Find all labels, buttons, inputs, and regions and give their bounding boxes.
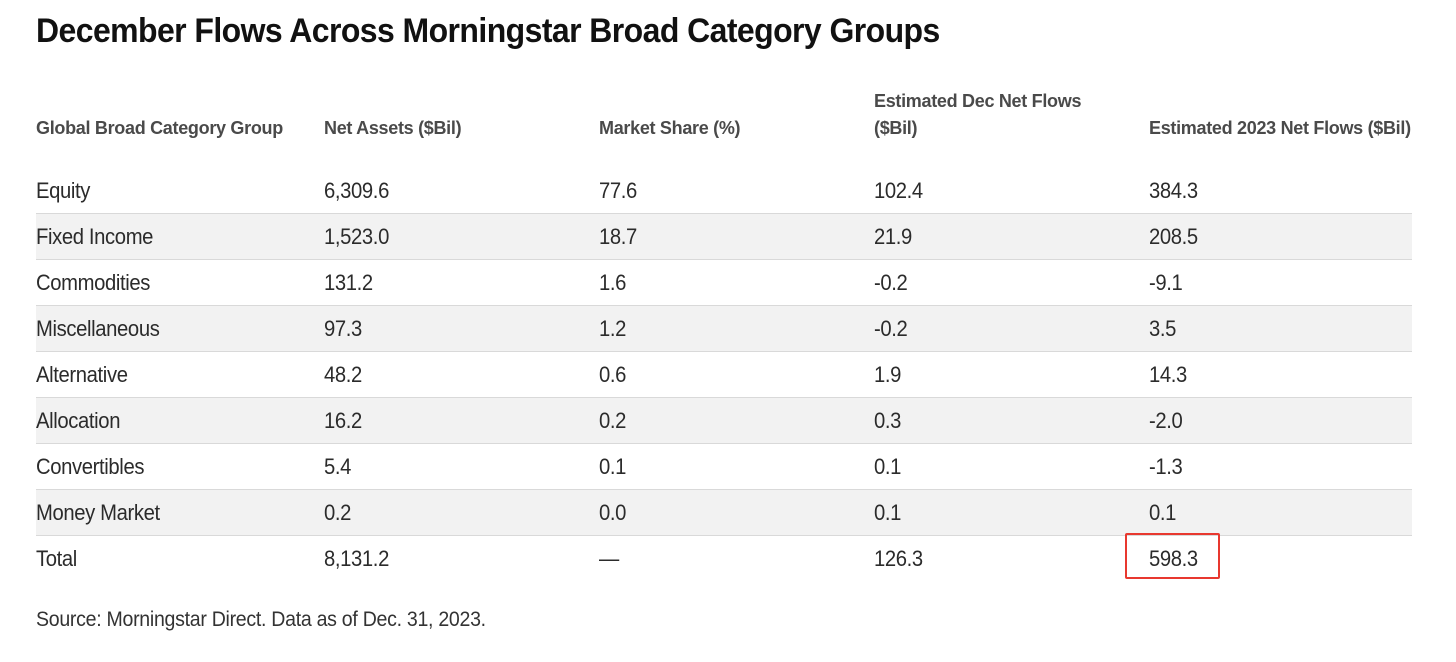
table-row: Equity 6,309.6 77.6 102.4 384.3 (36, 168, 1412, 213)
flows-table: Global Broad Category Group Net Assets (… (36, 84, 1412, 581)
cell-market-share: 0.0 (599, 500, 627, 525)
cell-2023-net-flows: -2.0 (1149, 408, 1183, 433)
cell-market-share: 0.2 (599, 408, 627, 433)
table-row: Alternative 48.2 0.6 1.9 14.3 (36, 351, 1412, 397)
table-row: Fixed Income 1,523.0 18.7 21.9 208.5 (36, 213, 1412, 259)
page-title: December Flows Across Morningstar Broad … (36, 12, 940, 50)
cell-market-share: 18.7 (599, 224, 637, 249)
cell-2023-net-flows: 0.1 (1149, 500, 1177, 525)
table-row: Money Market 0.2 0.0 0.1 0.1 (36, 489, 1412, 535)
column-header-category: Global Broad Category Group (36, 115, 283, 142)
cell-category: Alternative (36, 362, 128, 387)
cell-category: Equity (36, 178, 91, 203)
cell-market-share: 0.1 (599, 454, 627, 479)
cell-dec-net-flows: 126.3 (874, 546, 923, 571)
cell-dec-net-flows: 0.3 (874, 408, 902, 433)
cell-net-assets: 8,131.2 (324, 546, 389, 571)
highlight-annotation-box (1125, 533, 1220, 579)
cell-2023-net-flows: 208.5 (1149, 224, 1198, 249)
column-header-net-assets-line-1: Net Assets ($Bil) (324, 118, 462, 138)
cell-2023-net-flows: 3.5 (1149, 316, 1177, 341)
column-header-dec-net-flows-line-2: ($Bil) (874, 118, 918, 138)
column-header-dec-net-flows-line-1: Estimated Dec Net Flows (874, 91, 1082, 111)
cell-2023-net-flows: -1.3 (1149, 454, 1183, 479)
cell-net-assets: 0.2 (324, 500, 352, 525)
cell-net-assets: 1,523.0 (324, 224, 389, 249)
cell-category: Commodities (36, 270, 151, 295)
cell-market-share: — (599, 546, 619, 571)
column-header-market-share: Market Share (%) (599, 115, 741, 142)
cell-net-assets: 5.4 (324, 454, 352, 479)
table-row: Miscellaneous 97.3 1.2 -0.2 3.5 (36, 305, 1412, 351)
column-header-2023-net-flows-line-1: Estimated 2023 Net Flows ($Bil) (1149, 118, 1411, 138)
cell-2023-net-flows: -9.1 (1149, 270, 1183, 295)
cell-net-assets: 6,309.6 (324, 178, 389, 203)
cell-dec-net-flows: -0.2 (874, 270, 908, 295)
cell-dec-net-flows: 0.1 (874, 454, 902, 479)
cell-category: Fixed Income (36, 224, 154, 249)
cell-category: Money Market (36, 500, 160, 525)
cell-dec-net-flows: 0.1 (874, 500, 902, 525)
source-note: Source: Morningstar Direct. Data as of D… (36, 608, 486, 631)
cell-market-share: 0.6 (599, 362, 627, 387)
cell-2023-net-flows: 14.3 (1149, 362, 1187, 387)
cell-category: Miscellaneous (36, 316, 160, 341)
cell-net-assets: 16.2 (324, 408, 362, 433)
cell-2023-net-flows: 598.3 (1149, 546, 1198, 571)
cell-category: Total (36, 546, 77, 571)
cell-2023-net-flows: 384.3 (1149, 178, 1198, 203)
table-row: Allocation 16.2 0.2 0.3 -2.0 (36, 397, 1412, 443)
column-header-market-share-line-1: Market Share (%) (599, 118, 741, 138)
cell-net-assets: 48.2 (324, 362, 362, 387)
cell-dec-net-flows: 21.9 (874, 224, 912, 249)
cell-category: Allocation (36, 408, 121, 433)
cell-net-assets: 131.2 (324, 270, 373, 295)
cell-market-share: 1.6 (599, 270, 627, 295)
cell-category: Convertibles (36, 454, 145, 479)
column-header-2023-net-flows: Estimated 2023 Net Flows ($Bil) (1149, 115, 1411, 142)
cell-net-assets: 97.3 (324, 316, 362, 341)
table-header: Global Broad Category Group Net Assets (… (36, 84, 1412, 168)
table-row: Commodities 131.2 1.6 -0.2 -9.1 (36, 259, 1412, 305)
table-row: Convertibles 5.4 0.1 0.1 -1.3 (36, 443, 1412, 489)
cell-dec-net-flows: 1.9 (874, 362, 902, 387)
column-header-net-assets: Net Assets ($Bil) (324, 115, 462, 142)
column-header-dec-net-flows: Estimated Dec Net Flows ($Bil) (874, 88, 1081, 142)
cell-market-share: 77.6 (599, 178, 637, 203)
table-row-total: Total 8,131.2 — 126.3 598.3 (36, 533, 1412, 581)
column-header-category-line-1: Global Broad Category Group (36, 118, 283, 138)
cell-dec-net-flows: -0.2 (874, 316, 908, 341)
cell-market-share: 1.2 (599, 316, 627, 341)
cell-dec-net-flows: 102.4 (874, 178, 923, 203)
